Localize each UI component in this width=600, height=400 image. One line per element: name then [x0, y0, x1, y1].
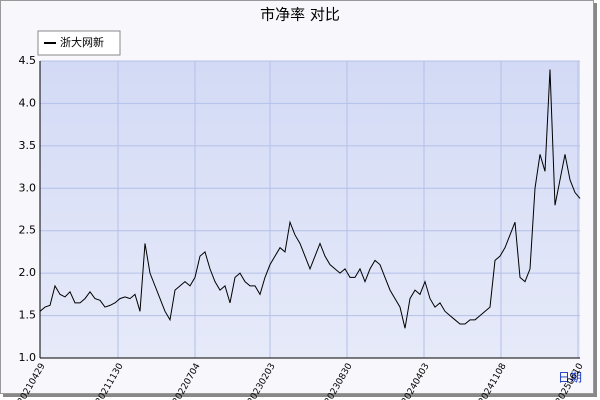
- y-tick-label: 1.5: [19, 309, 37, 322]
- y-tick-label: 4.5: [19, 54, 37, 67]
- y-tick-label: 2.0: [19, 266, 37, 279]
- y-tick-label: 2.5: [19, 224, 37, 237]
- x-axis-label: 日期: [558, 371, 582, 385]
- y-tick-label: 1.0: [19, 351, 37, 364]
- legend-label: 浙大网新: [60, 35, 104, 49]
- y-tick-label: 3.0: [19, 181, 37, 194]
- plot-area: [40, 61, 580, 358]
- line-series: [39, 69, 581, 329]
- y-tick-label: 3.5: [19, 139, 37, 152]
- y-tick-label: 4.0: [19, 96, 37, 109]
- chart-title: 市净率 对比: [260, 6, 340, 24]
